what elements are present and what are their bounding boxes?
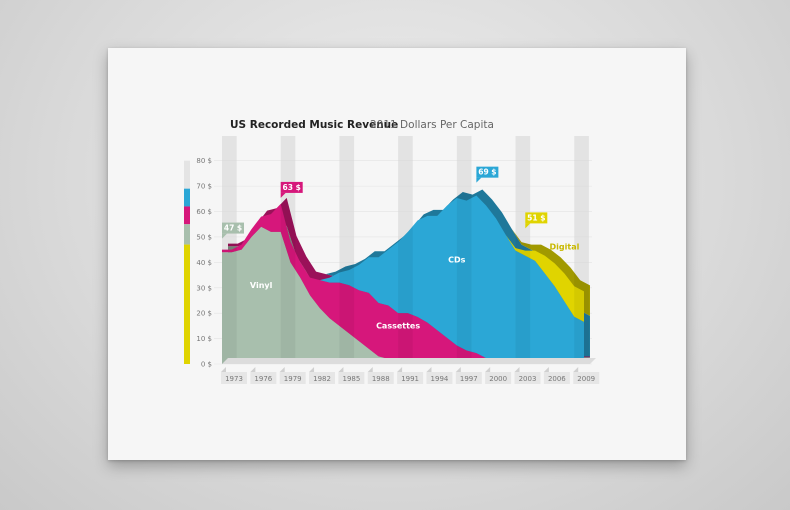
x-tick-label: 1997 [460,375,478,383]
legend-bar-segment [184,189,190,207]
x-tick-label: 1976 [254,375,272,383]
x-tick-label: 1991 [401,375,419,383]
x-tick-marker [485,367,490,372]
x-tick-marker [309,367,314,372]
legend-bar-empty [184,161,190,189]
y-tick-label: 60 $ [196,208,212,216]
series-label: CDs [448,255,466,264]
x-tick-label: 2006 [548,375,566,383]
y-tick-label: 10 $ [196,335,212,343]
x-tick-label: 1979 [284,375,302,383]
area-stripe [457,136,472,364]
x-tick-marker [573,367,578,372]
series-label: Cassettes [376,321,420,330]
y-tick-label: 20 $ [196,310,212,318]
legend-bar-segment [184,245,190,364]
poster: US Recorded Music Revenue 2011 Dollars P… [108,48,686,460]
x-tick-marker [280,367,285,372]
area-stripe [281,136,296,364]
series-label: Vinyl [250,281,273,290]
callout-label: 47 $ [224,224,242,233]
y-tick-label: 40 $ [196,259,212,267]
callout-label: 69 $ [478,168,496,177]
callout-label: 51 $ [527,213,545,222]
callout-pointer [476,178,481,183]
x-tick-label: 2000 [489,375,507,383]
y-tick-label: 30 $ [196,284,212,292]
legend-bar-segment [184,224,190,244]
x-tick-marker [456,367,461,372]
x-tick-marker [426,367,431,372]
x-tick-marker [221,367,226,372]
x-tick-label: 1982 [313,375,331,383]
x-tick-marker [397,367,402,372]
x-tick-label: 2003 [519,375,537,383]
x-tick-marker [338,367,343,372]
chart-floor [222,358,596,364]
area-stripe [516,136,531,364]
x-tick-label: 1994 [431,375,449,383]
area-stripe [339,136,354,364]
y-tick-label: 80 $ [196,157,212,165]
x-tick-marker [515,367,520,372]
x-tick-label: 1988 [372,375,390,383]
callout-label: 63 $ [283,183,301,192]
y-tick-label: 70 $ [196,183,212,191]
x-tick-label: 2009 [577,375,595,383]
area-stripe [222,136,237,364]
chart-subtitle: 2011 Dollars Per Capita [370,119,494,131]
x-tick-label: 1973 [225,375,243,383]
series-label: Digital [550,243,580,252]
y-tick-label: 0 $ [201,361,212,369]
x-tick-label: 1985 [342,375,360,383]
callout: 69 $ [476,167,498,183]
legend-bar-segment [184,206,190,224]
revenue-area-chart: US Recorded Music Revenue 2011 Dollars P… [108,48,686,460]
x-tick-marker [250,367,255,372]
x-tick-marker [368,367,373,372]
x-tick-marker [544,367,549,372]
y-tick-label: 50 $ [196,233,212,241]
